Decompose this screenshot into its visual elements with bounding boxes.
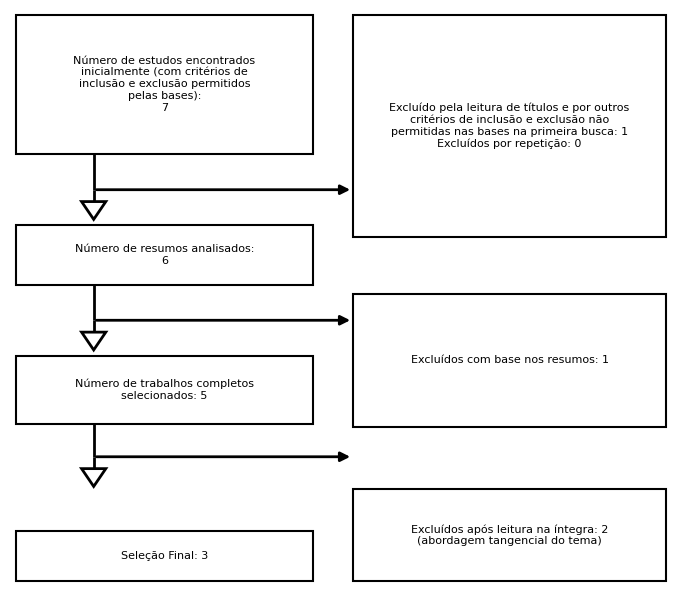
Polygon shape — [81, 468, 106, 486]
FancyBboxPatch shape — [16, 356, 312, 424]
Text: Número de resumos analisados:
6: Número de resumos analisados: 6 — [75, 244, 254, 266]
Polygon shape — [81, 332, 106, 350]
FancyBboxPatch shape — [353, 489, 666, 582]
Text: Número de estudos encontrados
inicialmente (com critérios de
inclusão e exclusão: Número de estudos encontrados inicialmen… — [73, 56, 255, 113]
FancyBboxPatch shape — [353, 294, 666, 427]
Text: Excluídos com base nos resumos: 1: Excluídos com base nos resumos: 1 — [411, 355, 608, 365]
Text: Excluídos após leitura na íntegra: 2
(abordagem tangencial do tema): Excluídos após leitura na íntegra: 2 (ab… — [411, 524, 608, 546]
Text: Número de trabalhos completos
selecionados: 5: Número de trabalhos completos selecionad… — [75, 379, 254, 401]
FancyBboxPatch shape — [353, 14, 666, 237]
Polygon shape — [81, 202, 106, 219]
FancyBboxPatch shape — [16, 225, 312, 285]
Text: Seleção Final: 3: Seleção Final: 3 — [121, 551, 208, 561]
FancyBboxPatch shape — [16, 14, 312, 154]
Text: Excluído pela leitura de títulos e por outros
critérios de inclusão e exclusão n: Excluído pela leitura de títulos e por o… — [390, 103, 629, 149]
FancyBboxPatch shape — [16, 531, 312, 582]
